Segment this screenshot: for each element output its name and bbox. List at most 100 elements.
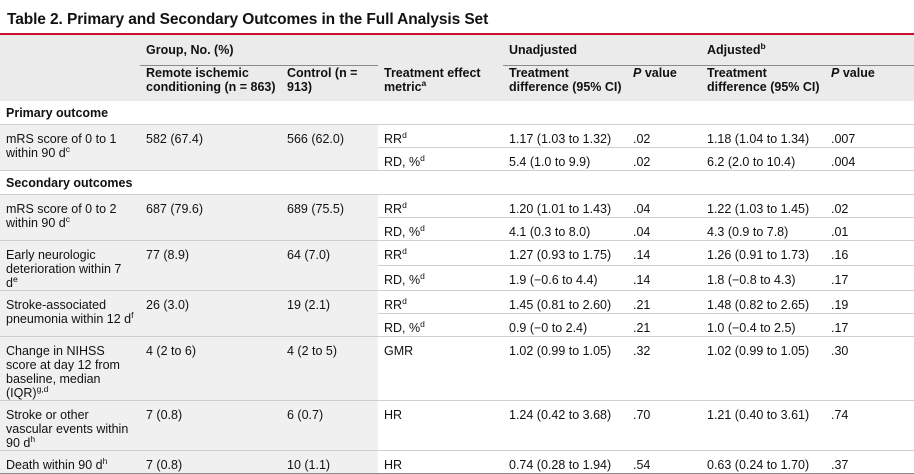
table-body: Primary outcome mRS score of 0 to 1 withi… <box>0 101 914 474</box>
table-row: mRS score of 0 to 1 within 90 dc 582 (67.… <box>0 124 914 171</box>
metric-cell: RRd <box>378 194 503 218</box>
outcome-cell: Change in NIHSS score at day 12 from bas… <box>0 336 140 401</box>
unadjusted-difference: 1.24 (0.42 to 3.68) <box>503 400 627 451</box>
remote-value: 7 (0.8) <box>140 450 281 474</box>
unadjusted-difference: 1.27 (0.93 to 1.75) <box>503 240 627 266</box>
adjusted-difference: 1.26 (0.91 to 1.73) <box>701 240 825 266</box>
metric-cell: RRd <box>378 124 503 148</box>
header-metric: Treatment effect metrica <box>378 65 503 101</box>
metric-cell: RRd <box>378 240 503 266</box>
unadjusted-difference: 1.20 (1.01 to 1.43) <box>503 194 627 218</box>
unadjusted-difference: 1.45 (0.81 to 2.60) <box>503 290 627 314</box>
unadjusted-p-value: .54 <box>627 450 701 474</box>
adjusted-p-value: .30 <box>825 336 914 401</box>
header-empty <box>0 35 140 66</box>
header-control: Control (n = 913) <box>281 65 378 101</box>
table-row: RD, %d 4.1 (0.3 to 8.0) .04 4.3 (0.9 to 7.8… <box>0 217 914 241</box>
control-value: 6 (0.7) <box>281 400 378 451</box>
adjusted-difference: 1.21 (0.40 to 3.61) <box>701 400 825 451</box>
header-group: Group, No. (%) <box>140 35 378 66</box>
remote-value: 687 (79.6) <box>140 194 281 241</box>
remote-value: 7 (0.8) <box>140 400 281 451</box>
adjusted-p-value: .16 <box>825 240 914 266</box>
adjusted-difference: 6.2 (2.0 to 10.4) <box>701 147 825 171</box>
remote-value: 77 (8.9) <box>140 240 281 291</box>
adjusted-difference: 1.02 (0.99 to 1.05) <box>701 336 825 401</box>
outcome-cell: Early neurologic deterioration within 7 … <box>0 240 140 291</box>
table-row: Stroke or other vascular events within 9… <box>0 400 914 451</box>
unadjusted-difference: 0.9 (−0 to 2.4) <box>503 313 627 337</box>
adjusted-p-value: .74 <box>825 400 914 451</box>
control-value: 689 (75.5) <box>281 194 378 241</box>
section-heading: Secondary outcomes <box>0 170 914 195</box>
header-remote: Remote ischemic conditioning (n = 863) <box>140 65 281 101</box>
unadjusted-p-value: .14 <box>627 240 701 266</box>
unadjusted-difference: 1.02 (0.99 to 1.05) <box>503 336 627 401</box>
outcome-cell: Stroke-associated pneumonia within 12 df <box>0 290 140 337</box>
unadjusted-p-value: .14 <box>627 265 701 291</box>
unadjusted-p-value: .04 <box>627 194 701 218</box>
header-difference-adjusted: Treatment difference (95% CI) <box>701 65 825 101</box>
header-p-adjusted: P value <box>825 65 914 101</box>
metric-cell: GMR <box>378 336 503 401</box>
unadjusted-difference: 1.9 (−0.6 to 4.4) <box>503 265 627 291</box>
outcome-cell: Stroke or other vascular events within 9… <box>0 400 140 451</box>
adjusted-p-value: .02 <box>825 194 914 218</box>
unadjusted-p-value: .02 <box>627 147 701 171</box>
metric-cell: RD, %d <box>378 265 503 291</box>
adjusted-p-value: .004 <box>825 147 914 171</box>
outcomes-table: Group, No. (%) Unadjusted Adjustedb Remo… <box>0 35 914 474</box>
adjusted-difference: 4.3 (0.9 to 7.8) <box>701 217 825 241</box>
adjusted-p-value: .17 <box>825 265 914 291</box>
control-value: 10 (1.1) <box>281 450 378 474</box>
metric-cell: HR <box>378 450 503 474</box>
table-row: RD, %d 5.4 (1.0 to 9.9) .02 6.2 (2.0 to 10.… <box>0 147 914 171</box>
metric-cell: HR <box>378 400 503 451</box>
adjusted-p-value: .19 <box>825 290 914 314</box>
header-empty <box>378 35 503 66</box>
section-heading: Primary outcome <box>0 101 914 125</box>
table-row: RD, %d 0.9 (−0 to 2.4) .21 1.0 (−0.4 to 2.5… <box>0 313 914 337</box>
unadjusted-p-value: .04 <box>627 217 701 241</box>
unadjusted-p-value: .21 <box>627 290 701 314</box>
unadjusted-difference: 5.4 (1.0 to 9.9) <box>503 147 627 171</box>
adjusted-difference: 1.22 (1.03 to 1.45) <box>701 194 825 218</box>
table-row: Death within 90 dh 7 (0.8) 10 (1.1) HR 0.74 … <box>0 450 914 474</box>
unadjusted-difference: 0.74 (0.28 to 1.94) <box>503 450 627 474</box>
table-header: Group, No. (%) Unadjusted Adjustedb Remo… <box>0 35 914 101</box>
metric-cell: RD, %d <box>378 313 503 337</box>
table-title: Table 2. Primary and Secondary Outcomes … <box>7 11 489 28</box>
outcome-cell: mRS score of 0 to 1 within 90 dc <box>0 124 140 171</box>
header-p-unadjusted: P value <box>627 65 701 101</box>
header-empty <box>0 65 140 101</box>
header-unadjusted: Unadjusted <box>503 35 701 66</box>
section-row: Secondary outcomes <box>0 170 914 195</box>
adjusted-difference: 1.0 (−0.4 to 2.5) <box>701 313 825 337</box>
section-row: Primary outcome <box>0 101 914 125</box>
title-rule <box>0 33 914 35</box>
remote-value: 26 (3.0) <box>140 290 281 337</box>
metric-cell: RD, %d <box>378 147 503 171</box>
adjusted-difference: 1.48 (0.82 to 2.65) <box>701 290 825 314</box>
table-row: Change in NIHSS score at day 12 from bas… <box>0 336 914 401</box>
outcome-cell: mRS score of 0 to 2 within 90 dc <box>0 194 140 241</box>
unadjusted-p-value: .21 <box>627 313 701 337</box>
adjusted-difference: 0.63 (0.24 to 1.70) <box>701 450 825 474</box>
unadjusted-difference: 1.17 (1.03 to 1.32) <box>503 124 627 148</box>
control-value: 64 (7.0) <box>281 240 378 291</box>
metric-cell: RRd <box>378 290 503 314</box>
header-difference-unadjusted: Treatment difference (95% CI) <box>503 65 627 101</box>
unadjusted-p-value: .32 <box>627 336 701 401</box>
adjusted-p-value: .01 <box>825 217 914 241</box>
adjusted-difference: 1.8 (−0.8 to 4.3) <box>701 265 825 291</box>
header-adjusted: Adjustedb <box>701 35 914 66</box>
outcome-cell: Death within 90 dh <box>0 450 140 474</box>
table-row: Stroke-associated pneumonia within 12 df… <box>0 290 914 337</box>
remote-value: 4 (2 to 6) <box>140 336 281 401</box>
table-row: mRS score of 0 to 2 within 90 dc 687 (79.… <box>0 194 914 241</box>
control-value: 19 (2.1) <box>281 290 378 337</box>
table-row: RD, %d 1.9 (−0.6 to 4.4) .14 1.8 (−0.8 to 4… <box>0 265 914 291</box>
adjusted-difference: 1.18 (1.04 to 1.34) <box>701 124 825 148</box>
unadjusted-p-value: .02 <box>627 124 701 148</box>
